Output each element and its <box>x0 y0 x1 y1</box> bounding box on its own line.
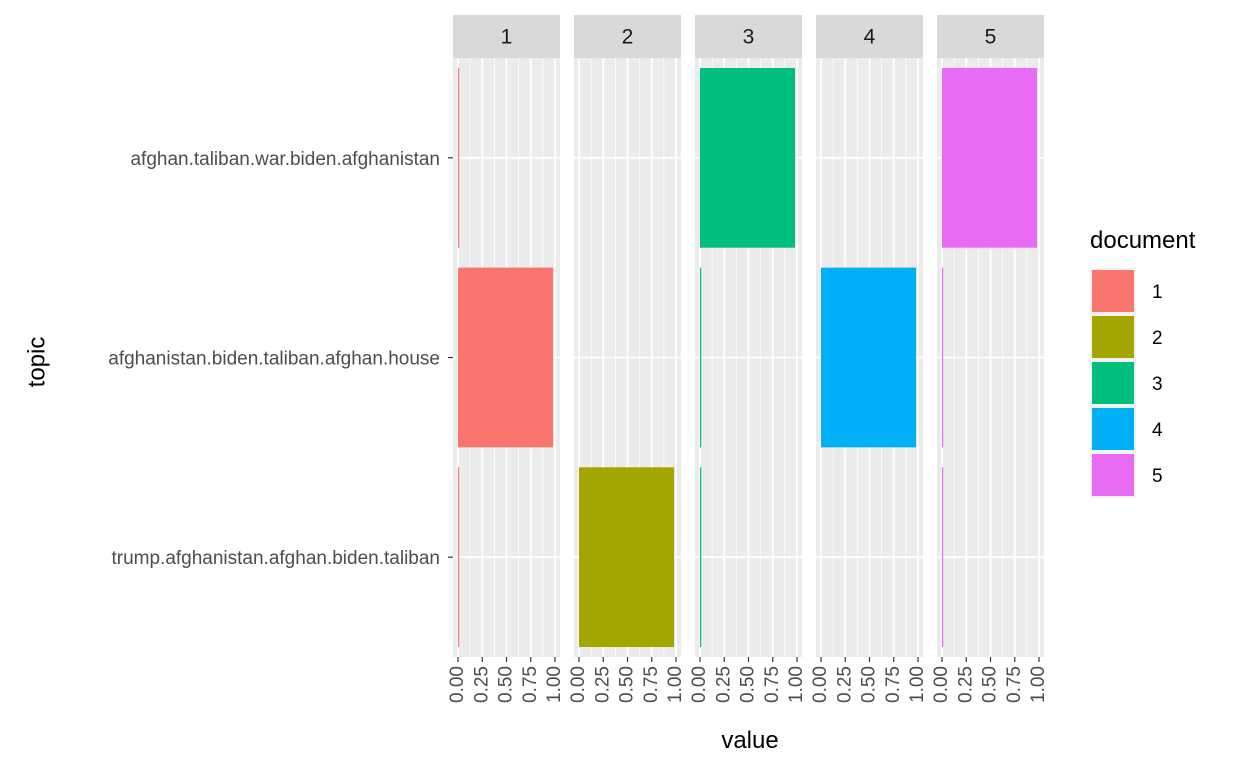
x-tick-label: 0.25 <box>834 666 855 703</box>
x-tick-label: 0.25 <box>471 666 492 703</box>
facet-strip-label-5: 5 <box>985 26 997 49</box>
facet-panel-2: 2 <box>574 15 681 657</box>
y-axis: afghan.taliban.war.biden.afghanistan afgh… <box>108 149 453 569</box>
x-tick-label: 0.25 <box>955 666 976 703</box>
legend-label-1: 1 <box>1152 282 1163 303</box>
x-tick-label: 0.50 <box>859 666 880 703</box>
y-axis-title: topic <box>23 337 50 388</box>
x-tick-label: 0.00 <box>568 666 589 703</box>
x-tick-label: 0.50 <box>738 666 759 703</box>
legend-label-3: 3 <box>1152 374 1163 395</box>
x-tick-label: 1.00 <box>544 666 565 703</box>
bar-doc1-topic2 <box>458 267 554 448</box>
x-tick-label: 0.50 <box>617 666 638 703</box>
facet-strip-label-3: 3 <box>743 26 755 49</box>
facet-panel-4: 4 <box>816 15 923 657</box>
x-tick-label: 0.75 <box>641 666 662 703</box>
legend-key-3 <box>1092 362 1134 404</box>
legend-key-4 <box>1092 408 1134 450</box>
bar-doc2-topic3 <box>579 467 675 648</box>
x-tick-label: 0.00 <box>931 666 952 703</box>
bar-doc3-topic3 <box>700 467 702 648</box>
x-axis: 0.00 0.25 0.50 0.75 1.00 0.00 0.25 0.50 0.75 1.00… <box>447 657 1049 703</box>
facet-strip-5 <box>937 15 1044 58</box>
legend-key-2 <box>1092 316 1134 358</box>
facet-strip-1 <box>453 15 560 58</box>
x-tick-label: 0.50 <box>496 666 517 703</box>
facet-strip-label-1: 1 <box>501 26 513 49</box>
facet-strip-4 <box>816 15 923 58</box>
facet-panel-5: 5 <box>937 15 1044 657</box>
x-tick-label: 0.25 <box>713 666 734 703</box>
x-tick-label: 1.00 <box>665 666 686 703</box>
x-tick-label: 0.00 <box>689 666 710 703</box>
legend: document 1 2 3 4 5 <box>1090 227 1196 498</box>
legend-title: document <box>1090 227 1196 254</box>
x-tick-label: 0.75 <box>520 666 541 703</box>
y-tick-label: trump.afghanistan.afghan.biden.taliban <box>111 548 440 569</box>
x-tick-label: 0.00 <box>447 666 468 703</box>
facet-strip-3 <box>695 15 802 58</box>
x-tick-label: 0.75 <box>1004 666 1025 703</box>
legend-label-5: 5 <box>1152 466 1163 487</box>
x-tick-label: 1.00 <box>907 666 928 703</box>
bar-doc5-topic3 <box>942 467 944 648</box>
x-tick-label: 1.00 <box>786 666 807 703</box>
x-tick-label: 1.00 <box>1028 666 1049 703</box>
bar-doc3-topic2 <box>700 267 702 448</box>
facet-panel-1: 1 <box>453 15 560 657</box>
x-tick-label: 0.50 <box>980 666 1001 703</box>
facet-strip-label-4: 4 <box>864 26 876 49</box>
y-tick-label: afghan.taliban.war.biden.afghanistan <box>130 149 440 170</box>
bar-doc5-topic2 <box>942 267 944 448</box>
legend-label-2: 2 <box>1152 328 1163 349</box>
facet-strip-2 <box>574 15 681 58</box>
facet-panels: 1 2 3 4 5 <box>453 15 1044 657</box>
x-tick-label: 0.75 <box>762 666 783 703</box>
facet-panel-3: 3 <box>695 15 802 657</box>
x-tick-label: 0.75 <box>883 666 904 703</box>
x-tick-label: 0.00 <box>810 666 831 703</box>
y-tick-label: afghanistan.biden.taliban.afghan.house <box>108 349 440 370</box>
bar-doc1-topic1 <box>458 67 460 248</box>
legend-label-4: 4 <box>1152 420 1163 441</box>
bar-doc3-topic1 <box>700 67 796 248</box>
x-tick-label: 0.25 <box>592 666 613 703</box>
bar-doc4-topic2 <box>821 267 917 448</box>
bar-doc1-topic3 <box>458 467 460 648</box>
bar-doc5-topic1 <box>942 67 1038 248</box>
legend-key-1 <box>1092 270 1134 312</box>
facet-strip-label-2: 2 <box>622 26 634 49</box>
legend-key-5 <box>1092 454 1134 496</box>
x-axis-title: value <box>721 727 778 754</box>
